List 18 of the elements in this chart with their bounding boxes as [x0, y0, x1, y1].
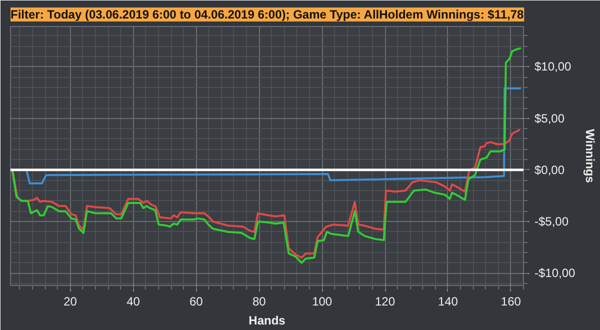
x-tick-label: 20	[64, 294, 78, 308]
line-series	[11, 47, 522, 264]
x-tick-label: 40	[126, 294, 140, 308]
x-tick-label: 160	[500, 294, 522, 308]
y-tick-label: -$10,00	[534, 266, 576, 280]
x-tick-label: 120	[375, 294, 396, 308]
x-axis-title: Hands	[248, 314, 286, 328]
x-tick-label: 60	[190, 294, 204, 308]
y-tick-label: $5,00	[534, 111, 565, 126]
y-tick-label: -$5,00	[534, 214, 569, 229]
x-tick-label: 140	[438, 294, 458, 308]
y-axis-title: Winnings	[583, 129, 598, 184]
line-series	[11, 128, 522, 259]
y-tick-label: $10,00	[534, 60, 572, 74]
y-tick-label: $0,00	[534, 162, 565, 177]
x-tick-label: 100	[312, 294, 332, 308]
chart-title: Filter: Today (03.06.2019 6:00 to 04.06.2019 6:00); Game Type: AllHoldem Winnings: $11,78	[10, 8, 524, 22]
x-tick-label: 80	[252, 294, 266, 308]
